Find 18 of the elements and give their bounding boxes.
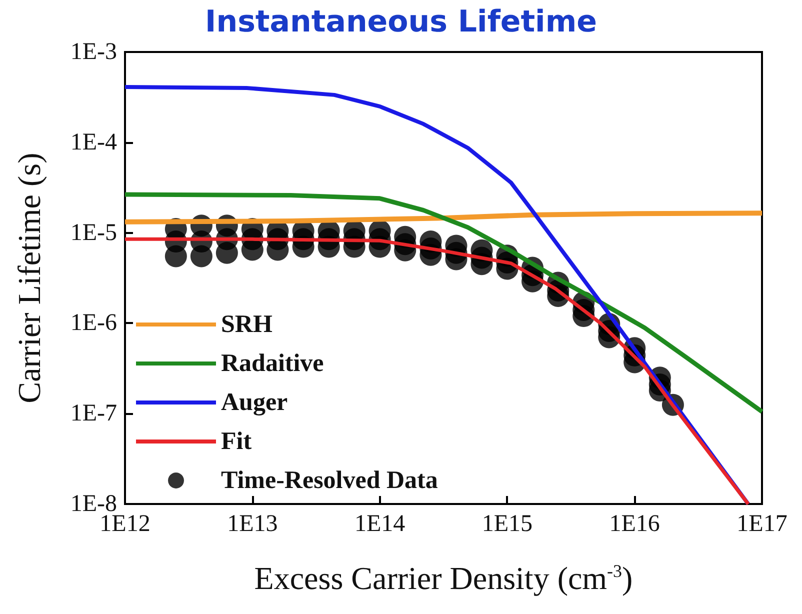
y-tick-label: 1E-4 — [70, 129, 117, 156]
legend-label: Radaitive — [221, 350, 324, 377]
y-tick-label: 1E-5 — [70, 220, 117, 246]
legend-label: Auger — [221, 389, 288, 416]
x-tick-label: 1E12 — [100, 511, 150, 537]
x-tick-label: 1E13 — [227, 511, 278, 537]
x-tick-label: 1E16 — [609, 511, 660, 537]
y-tick-label: 1E-6 — [70, 310, 117, 336]
chart-title: Instantaneous Lifetime — [205, 4, 597, 40]
legend-label: SRH — [221, 311, 273, 338]
y-tick-label: 1E-7 — [70, 400, 117, 427]
y-axis-title: Carrier Lifetime (s) — [11, 152, 47, 404]
y-tick-label: 1E-3 — [70, 39, 117, 65]
x-tick-label: 1E15 — [482, 511, 533, 537]
x-tick-label: 1E17 — [736, 511, 788, 537]
x-tick-label: 1E14 — [354, 511, 406, 537]
legend-label: Fit — [221, 428, 252, 455]
legend-label: Time-Resolved Data — [221, 467, 438, 494]
